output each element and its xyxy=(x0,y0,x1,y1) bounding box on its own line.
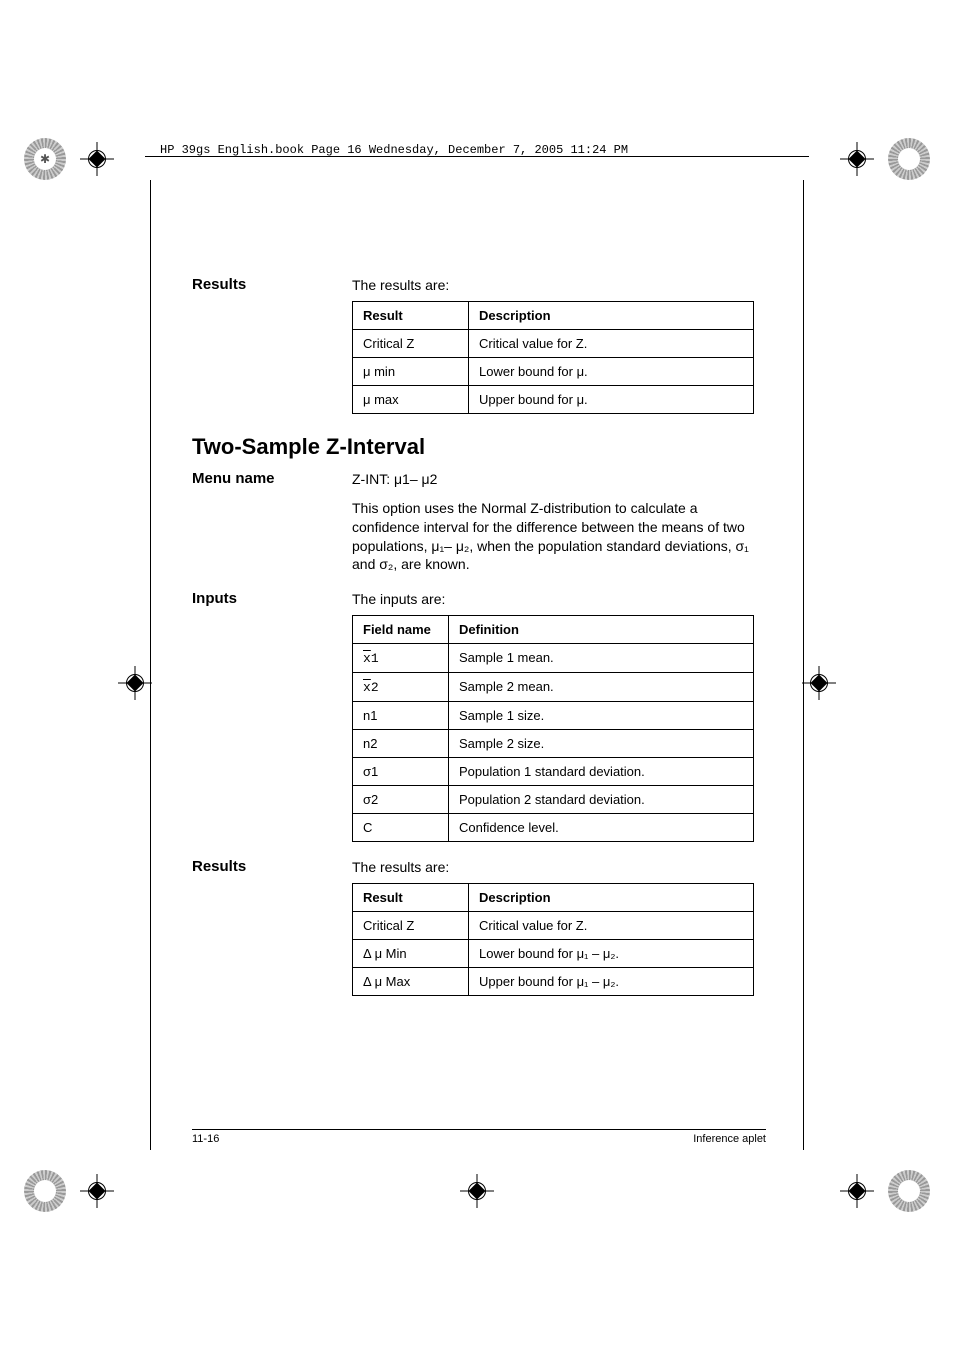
registration-mark xyxy=(80,1174,114,1208)
table-header: Description xyxy=(469,301,754,329)
registration-mark xyxy=(80,142,114,176)
crop-ornament-top-left: ✱ xyxy=(24,138,66,180)
table-cell: μ min xyxy=(353,357,469,385)
table-header: Definition xyxy=(449,616,754,644)
table-cell: x2 xyxy=(353,673,449,702)
registration-mark xyxy=(840,142,874,176)
table-cell: Lower bound for μ. xyxy=(469,357,754,385)
table-cell: μ max xyxy=(353,385,469,413)
table-cell: Population 2 standard deviation. xyxy=(449,786,754,814)
table-cell: x1 xyxy=(353,644,449,673)
table-header: Field name xyxy=(353,616,449,644)
table-cell: Δ μ Min xyxy=(353,940,469,968)
results-table: Result Description Critical ZCritical va… xyxy=(352,301,754,414)
page-content: Results The results are: Result Descript… xyxy=(192,276,766,996)
frame-line-left xyxy=(150,180,151,1150)
results-intro: The results are: xyxy=(352,276,766,295)
results2-intro: The results are: xyxy=(352,858,766,877)
table-cell: Critical Z xyxy=(353,329,469,357)
table-cell: Sample 2 mean. xyxy=(449,673,754,702)
side-label-results2: Results xyxy=(192,858,352,875)
side-label-inputs: Inputs xyxy=(192,590,352,607)
registration-mark xyxy=(840,1174,874,1208)
page-number: 11-16 xyxy=(192,1133,219,1145)
table-cell: Critical value for Z. xyxy=(469,329,754,357)
section-heading: Two-Sample Z-Interval xyxy=(192,434,766,460)
table-cell: Lower bound for μ₁ – μ₂. xyxy=(469,940,754,968)
side-label-results: Results xyxy=(192,276,352,293)
results2-table: Result Description Critical ZCritical va… xyxy=(352,883,754,996)
table-cell: σ1 xyxy=(353,758,449,786)
table-cell: Sample 1 mean. xyxy=(449,644,754,673)
table-header: Result xyxy=(353,301,469,329)
crop-ornament-top-right xyxy=(888,138,930,180)
menu-value: Z-INT: μ1– μ2 xyxy=(352,470,766,489)
table-cell: Δ μ Max xyxy=(353,968,469,996)
running-header: HP 39gs English.book Page 16 Wednesday, … xyxy=(160,143,628,157)
table-cell: Confidence level. xyxy=(449,814,754,842)
table-cell: Population 1 standard deviation. xyxy=(449,758,754,786)
table-cell: C xyxy=(353,814,449,842)
registration-mark xyxy=(802,666,836,700)
crop-ornament-bottom-left xyxy=(24,1170,66,1212)
table-header: Result xyxy=(353,884,469,912)
table-cell: Critical value for Z. xyxy=(469,912,754,940)
table-cell: n1 xyxy=(353,702,449,730)
crop-ornament-bottom-right xyxy=(888,1170,930,1212)
side-label-menu: Menu name xyxy=(192,470,352,487)
table-cell: σ2 xyxy=(353,786,449,814)
table-cell: Upper bound for μ. xyxy=(469,385,754,413)
chapter-name: Inference aplet xyxy=(693,1133,766,1145)
table-cell: n2 xyxy=(353,730,449,758)
registration-mark xyxy=(460,1174,494,1208)
page-footer: 11-16 Inference aplet xyxy=(192,1133,766,1145)
table-cell: Sample 1 size. xyxy=(449,702,754,730)
frame-line-right xyxy=(803,180,804,1150)
inputs-intro: The inputs are: xyxy=(352,590,766,609)
menu-description: This option uses the Normal Z-distributi… xyxy=(352,499,766,575)
inputs-table: Field name Definition x1Sample 1 mean. x… xyxy=(352,615,754,842)
registration-mark xyxy=(118,666,152,700)
table-cell: Sample 2 size. xyxy=(449,730,754,758)
table-cell: Critical Z xyxy=(353,912,469,940)
table-cell: Upper bound for μ₁ – μ₂. xyxy=(469,968,754,996)
table-header: Description xyxy=(469,884,754,912)
